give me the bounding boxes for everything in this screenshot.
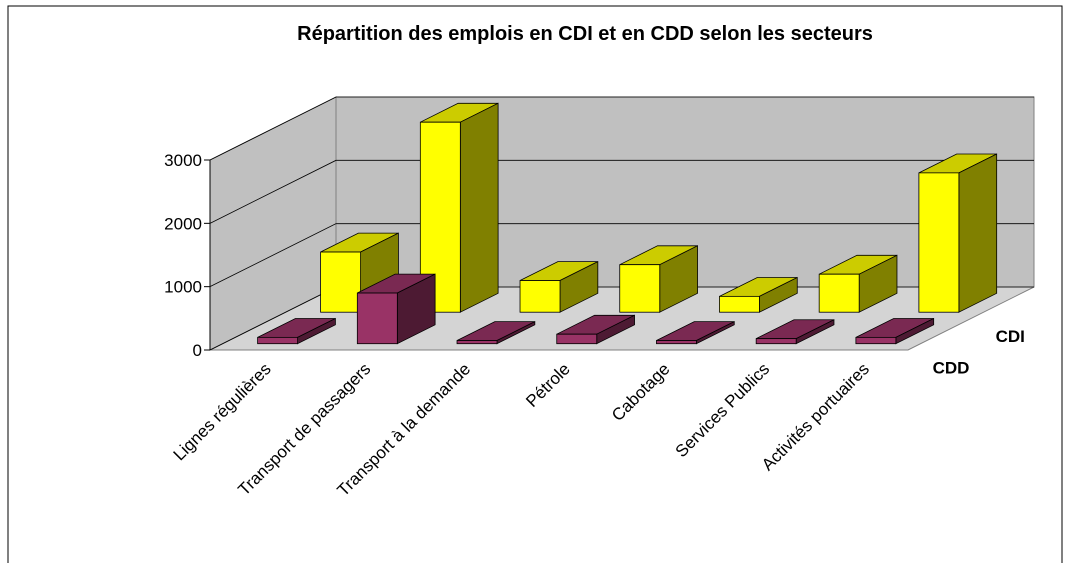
- x-tick-label: Lignes régulières: [170, 359, 275, 464]
- bar: [755, 319, 835, 345]
- series-label: CDI: [996, 327, 1025, 346]
- bar-side: [958, 153, 998, 313]
- x-tick-label: Services Publics: [672, 359, 774, 461]
- bar: [918, 153, 998, 313]
- bar-front: [755, 338, 797, 345]
- bar-front: [556, 333, 598, 345]
- bar-front: [356, 292, 398, 345]
- bar-front: [519, 280, 561, 313]
- y-tick-label: 2000: [164, 214, 202, 233]
- bar-side: [459, 102, 499, 313]
- bar: [257, 317, 336, 345]
- bar-front: [619, 264, 661, 313]
- bar: [556, 314, 635, 345]
- y-tick-label: 0: [193, 341, 202, 360]
- grid-line: [209, 96, 1034, 161]
- bar-front: [656, 340, 697, 345]
- series-label: CDD: [933, 359, 970, 378]
- chart-frame: [7, 5, 1063, 563]
- grid-line: [209, 159, 1034, 224]
- bar-front: [257, 336, 299, 345]
- chart-title: Répartition des emplois en CDI et en CDD…: [297, 23, 873, 45]
- bar-front: [456, 340, 498, 345]
- bar-front: [719, 295, 760, 313]
- bar: [519, 260, 599, 313]
- bar-front: [855, 336, 897, 345]
- bar: [855, 317, 935, 345]
- grid-line: [209, 223, 1034, 288]
- x-tick-label: Cabotage: [608, 359, 674, 425]
- bar: [356, 273, 436, 345]
- bar-front: [818, 273, 860, 313]
- bar: [818, 254, 898, 313]
- bar-front: [918, 172, 960, 313]
- y-tick-label: 3000: [164, 151, 202, 170]
- y-tick-label: 1000: [164, 278, 202, 297]
- bar: [619, 245, 698, 313]
- bar: [656, 320, 735, 345]
- bar: [456, 320, 536, 345]
- x-tick-label: Activités portuaires: [758, 359, 873, 474]
- x-tick-label: Pétrole: [522, 359, 574, 411]
- bar: [719, 276, 798, 313]
- bar-front: [320, 251, 362, 313]
